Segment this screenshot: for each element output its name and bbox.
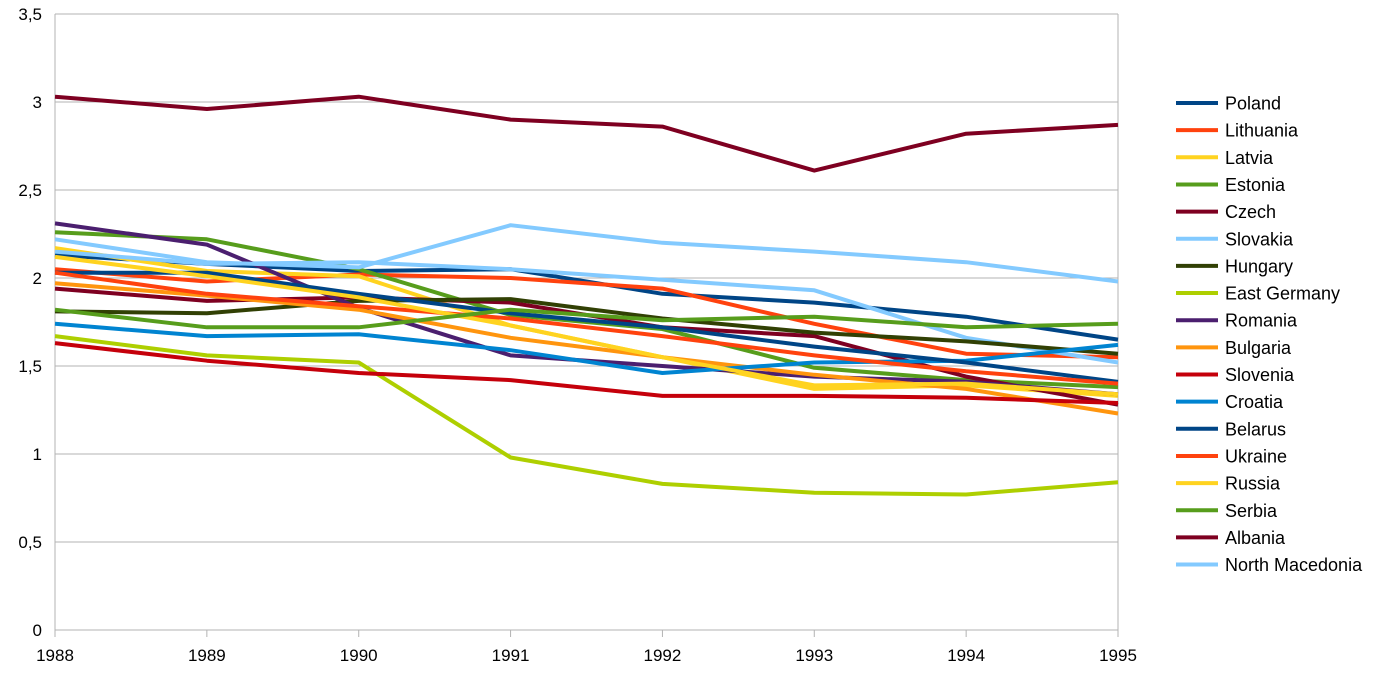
- legend-label-serbia: Serbia: [1225, 501, 1278, 521]
- y-tick-label: 3,5: [18, 5, 42, 24]
- series-lines: [54, 94, 1119, 497]
- series-line-albania: [54, 94, 1119, 173]
- x-tick-label: 1994: [947, 646, 985, 665]
- series-line-east-germany: [54, 334, 1119, 497]
- y-axis-ticks: 0 0,5 1 1,5 2 2,5 3 3,5: [18, 5, 42, 640]
- x-tick-label: 1988: [36, 646, 74, 665]
- legend-label-bulgaria: Bulgaria: [1225, 338, 1292, 358]
- x-tick-label: 1991: [492, 646, 530, 665]
- legend-label-lithuania: Lithuania: [1225, 121, 1299, 141]
- legend: Poland Lithuania Latvia Estonia Czech Slovaki…: [1176, 94, 1363, 575]
- series-line-bulgaria: [54, 281, 1119, 416]
- y-tick-label: 2: [33, 269, 42, 288]
- legend-label-belarus: Belarus: [1225, 419, 1286, 439]
- legend-label-hungary: Hungary: [1225, 256, 1293, 276]
- legend-label-east-germany: East Germany: [1225, 284, 1340, 304]
- legend-label-croatia: Croatia: [1225, 392, 1284, 412]
- y-tick-label: 0,5: [18, 533, 42, 552]
- legend-label-russia: Russia: [1225, 474, 1281, 494]
- x-tick-label: 1989: [188, 646, 226, 665]
- series-line-slovenia: [54, 341, 1119, 405]
- x-axis-ticks: 1988 1989 1990 1991 1992 1993 1994 1995: [36, 630, 1137, 665]
- legend-label-slovenia: Slovenia: [1225, 365, 1295, 385]
- y-tick-label: 2,5: [18, 181, 42, 200]
- legend-label-romania: Romania: [1225, 311, 1298, 331]
- y-tick-label: 1: [33, 445, 42, 464]
- legend-label-slovakia: Slovakia: [1225, 229, 1294, 249]
- legend-label-estonia: Estonia: [1225, 175, 1286, 195]
- legend-label-albania: Albania: [1225, 528, 1286, 548]
- series-line-serbia: [54, 307, 1119, 330]
- legend-label-north-macedonia: North Macedonia: [1225, 555, 1363, 575]
- y-tick-label: 0: [33, 621, 42, 640]
- y-tick-label: 1,5: [18, 357, 42, 376]
- series-line-russia: [54, 254, 1119, 397]
- series-line-ukraine: [54, 270, 1119, 386]
- y-tick-label: 3: [33, 93, 42, 112]
- legend-label-ukraine: Ukraine: [1225, 446, 1287, 466]
- axes: [54, 14, 1119, 630]
- series-line-north-macedonia: [54, 223, 1119, 284]
- x-tick-label: 1993: [795, 646, 833, 665]
- legend-label-czech: Czech: [1225, 202, 1276, 222]
- x-tick-label: 1995: [1099, 646, 1137, 665]
- legend-label-latvia: Latvia: [1225, 148, 1274, 168]
- x-tick-label: 1990: [340, 646, 378, 665]
- legend-label-poland: Poland: [1225, 94, 1281, 114]
- series-line-belarus: [55, 270, 1119, 384]
- x-tick-label: 1992: [644, 646, 682, 665]
- series-line-hungary: [54, 297, 1119, 356]
